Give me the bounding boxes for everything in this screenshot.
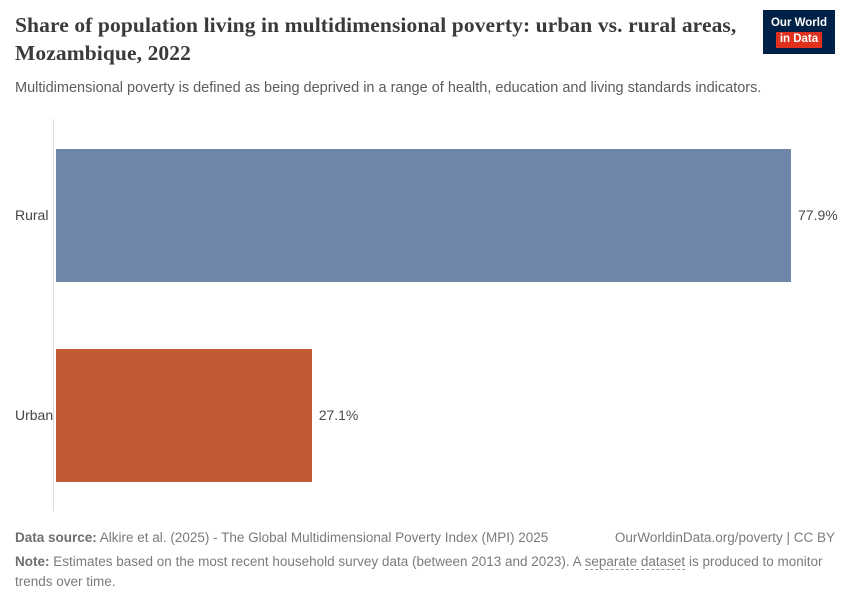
owid-logo-line1: Our World: [770, 17, 827, 29]
note-pre: Estimates based on the most recent house…: [49, 553, 585, 569]
bar-track: 77.9%: [55, 148, 838, 282]
chart-footer: Data source: Alkire et al. (2025) - The …: [15, 528, 835, 592]
category-label: Rural: [15, 207, 49, 223]
owid-logo-line2: in Data: [775, 31, 823, 48]
chart-note: Note: Estimates based on the most recent…: [15, 552, 835, 593]
value-label: 77.9%: [798, 207, 838, 223]
note-post: is produced to monitor trends over time.: [15, 553, 823, 589]
y-axis-line: [53, 119, 54, 511]
chart-subtitle: Multidimensional poverty is defined as b…: [15, 80, 762, 97]
bar[interactable]: [56, 348, 312, 482]
chart-header: Share of population living in multidimen…: [15, 12, 835, 96]
owid-logo[interactable]: Our World in Data: [762, 10, 835, 54]
separate-dataset-link[interactable]: separate dataset: [584, 553, 686, 570]
bar-chart: Rural 77.9% Urban 27.1%: [15, 115, 838, 515]
attribution-link[interactable]: OurWorldinData.org/poverty | CC BY: [614, 530, 835, 546]
data-source-text: Alkire et al. (2025) - The Global Multid…: [96, 530, 549, 546]
bar-row: Urban 27.1%: [15, 315, 835, 515]
data-source-label: Data source:: [15, 530, 97, 546]
bar[interactable]: [56, 148, 791, 282]
category-label: Urban: [15, 407, 54, 423]
bar-row: Rural 77.9%: [15, 115, 838, 315]
data-source: Data source: Alkire et al. (2025) - The …: [15, 528, 548, 548]
value-label: 27.1%: [318, 407, 359, 423]
bar-track: 27.1%: [55, 348, 790, 482]
chart-title: Share of population living in multidimen…: [15, 13, 737, 65]
note-label: Note:: [15, 553, 50, 569]
